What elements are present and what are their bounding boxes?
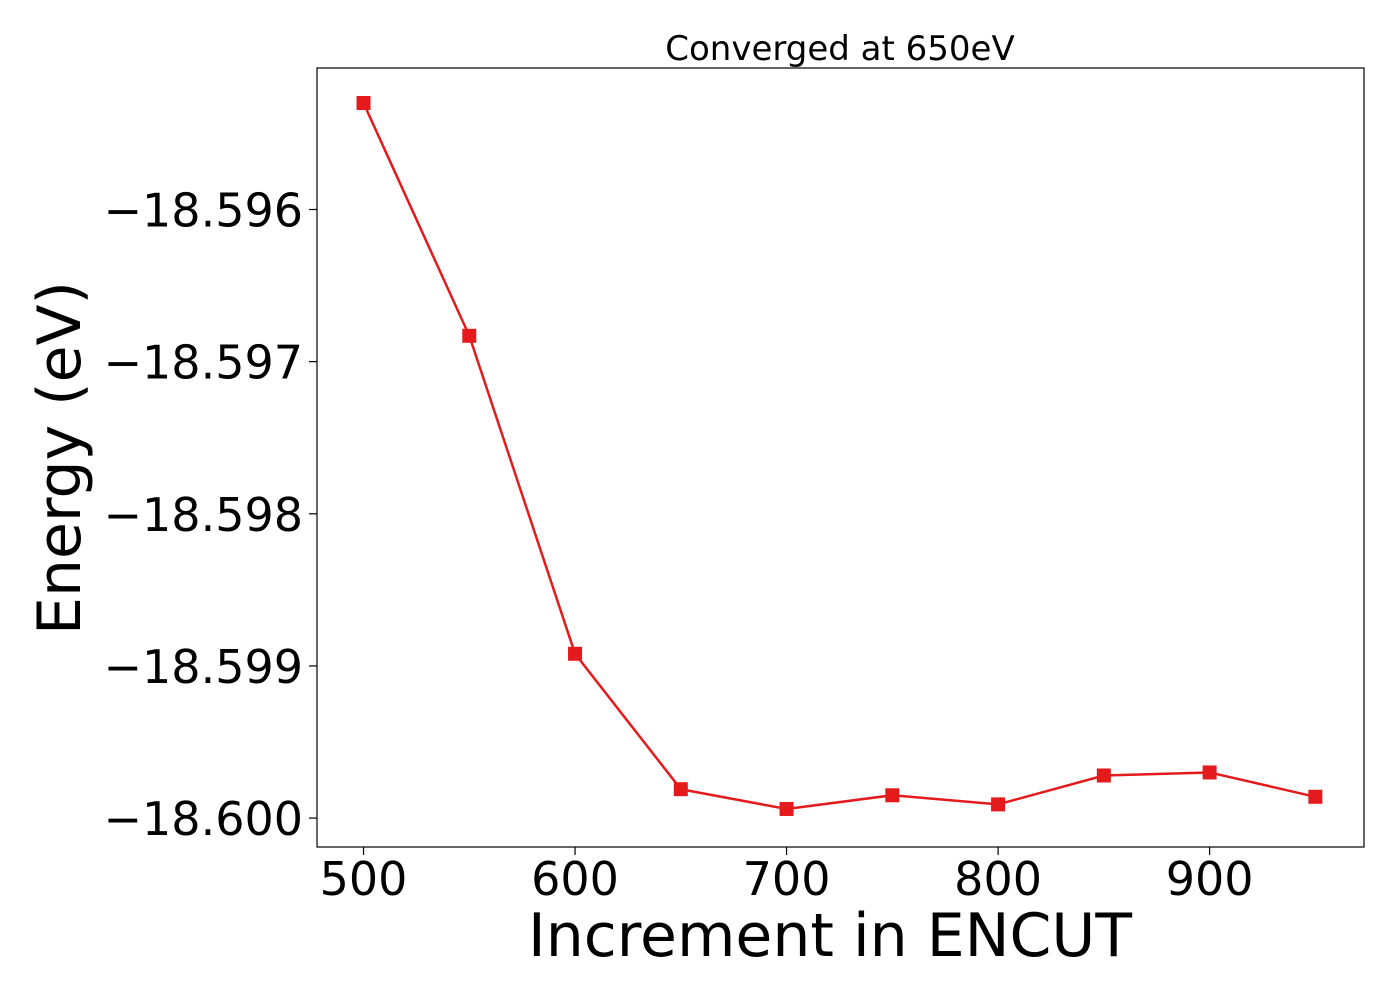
plot-area-frame xyxy=(316,67,1365,848)
y-tick-label: −18.600 xyxy=(104,792,304,846)
y-tick-label: −18.597 xyxy=(104,336,304,390)
data-point-marker xyxy=(568,646,583,661)
data-point-marker xyxy=(673,782,688,797)
data-point-marker xyxy=(885,788,900,803)
x-axis-ticks: 500 600 700 800 900 xyxy=(320,847,1254,906)
y-tick-label: −18.599 xyxy=(104,640,304,694)
data-point-marker xyxy=(779,801,794,816)
y-axis-label: Energy (eV) xyxy=(25,281,95,635)
series-line xyxy=(362,102,1316,811)
y-tick-label: −18.598 xyxy=(104,488,304,542)
x-tick-label: 700 xyxy=(743,852,831,906)
x-tick-label: 500 xyxy=(320,852,408,906)
data-point-marker xyxy=(1096,768,1111,783)
data-point-marker xyxy=(356,95,371,110)
x-tick-label: 900 xyxy=(1166,852,1254,906)
y-axis-ticks: −18.596 −18.597 −18.598 −18.599 −18.600 xyxy=(104,183,317,846)
chart-title: Converged at 650eV xyxy=(665,29,1014,69)
data-point-marker xyxy=(1308,789,1323,804)
series-layer xyxy=(356,95,1323,816)
x-axis-label: Increment in ENCUT xyxy=(528,901,1132,971)
data-point-marker xyxy=(462,328,477,343)
x-tick-label: 800 xyxy=(954,852,1042,906)
data-point-marker xyxy=(1202,765,1217,780)
x-tick-label: 600 xyxy=(531,852,619,906)
data-point-marker xyxy=(991,797,1006,812)
y-tick-label: −18.596 xyxy=(104,183,304,237)
